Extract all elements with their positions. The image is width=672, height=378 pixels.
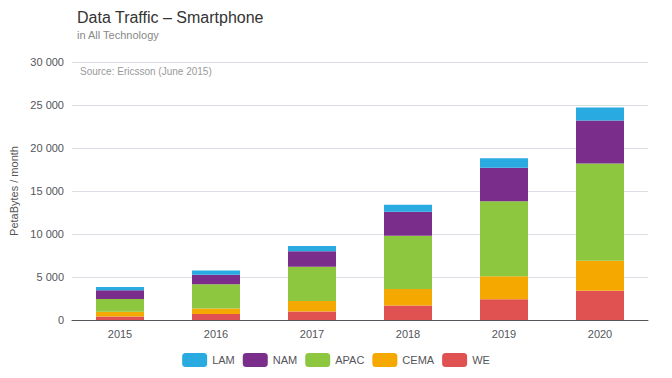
svg-text:25 000: 25 000: [30, 99, 64, 111]
svg-text:Data Traffic – Smartphone: Data Traffic – Smartphone: [77, 9, 264, 26]
svg-text:10 000: 10 000: [30, 228, 64, 240]
svg-text:PetaBytes / month: PetaBytes / month: [8, 146, 20, 236]
svg-text:WE: WE: [472, 354, 490, 366]
svg-text:LAM: LAM: [212, 354, 235, 366]
svg-text:15 000: 15 000: [30, 185, 64, 197]
svg-text:2015: 2015: [108, 328, 132, 340]
svg-text:2019: 2019: [492, 328, 516, 340]
svg-text:2020: 2020: [588, 328, 612, 340]
svg-text:30 000: 30 000: [30, 56, 64, 68]
svg-text:NAM: NAM: [273, 354, 297, 366]
svg-text:2018: 2018: [396, 328, 420, 340]
svg-text:20 000: 20 000: [30, 142, 64, 154]
svg-text:2016: 2016: [204, 328, 228, 340]
svg-text:CEMA: CEMA: [402, 354, 434, 366]
svg-text:5 000: 5 000: [36, 271, 64, 283]
svg-text:2017: 2017: [300, 328, 324, 340]
svg-text:in All Technology: in All Technology: [77, 29, 159, 41]
svg-text:APAC: APAC: [335, 354, 364, 366]
svg-text:Source: Ericsson (June 2015): Source: Ericsson (June 2015): [80, 66, 212, 77]
svg-text:0: 0: [58, 314, 64, 326]
